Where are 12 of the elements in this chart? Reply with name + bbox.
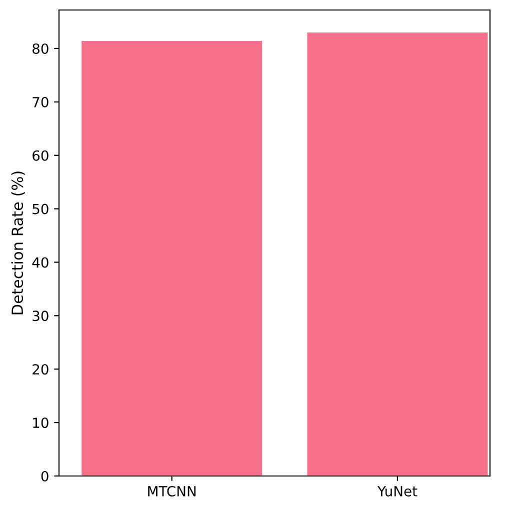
y-axis-title: Detection Rate (%) [11, 172, 25, 314]
x-tick-label: MTCNN [148, 486, 196, 496]
y-tick-label: 20 [32, 364, 48, 375]
x-tick-label: YuNet [377, 486, 418, 496]
y-tick-label: 0 [41, 470, 48, 482]
y-tick-label: 40 [32, 257, 48, 268]
y-tick-label: 80 [32, 43, 48, 54]
y-tick-label: 30 [32, 310, 48, 322]
y-tick-label: 60 [32, 150, 48, 161]
y-tick-label: 10 [33, 418, 48, 428]
y-tick-label: 70 [32, 96, 48, 108]
y-tick-label: 50 [32, 204, 48, 214]
